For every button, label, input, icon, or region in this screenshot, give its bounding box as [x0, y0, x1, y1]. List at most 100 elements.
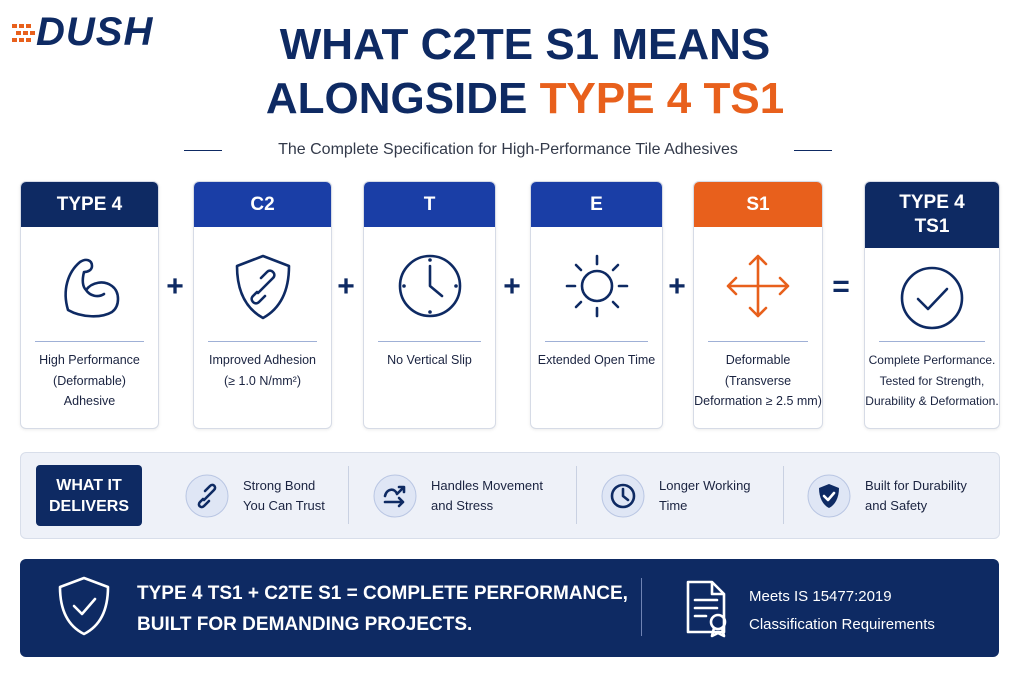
benefit-line: Longer Working: [659, 478, 751, 493]
benefit-icon-graphic: [373, 474, 417, 518]
card-icon-graphic: [63, 258, 119, 318]
card-description: Complete Performance. Tested for Strength…: [865, 350, 999, 412]
description-line: (Deformable): [53, 373, 126, 388]
card-header: TYPE 4: [21, 182, 158, 227]
card-description: Improved Adhesion (≥ 1.0 N/mm²): [194, 350, 331, 391]
footer-standard: Meets IS 15477:2019 Classification Requir…: [749, 583, 935, 639]
card-header: S1: [694, 182, 822, 227]
benefit-line: and Safety: [865, 498, 928, 513]
description-line: Durability & Deformation.: [865, 394, 999, 408]
spec-card: C2 Improved Adhesion (≥ 1.0 N/mm²): [193, 181, 332, 429]
benefit-icon: [807, 474, 851, 523]
benefit-icon: [373, 474, 417, 523]
card-icon: [896, 262, 968, 339]
logo-mark: [12, 24, 35, 42]
delivers-label: WHAT IT DELIVERS: [36, 465, 142, 526]
benefit-icon: [185, 474, 229, 523]
benefit-icon-graphic: [601, 474, 645, 518]
description-line: Adhesive: [63, 394, 116, 408]
card-icon: [561, 250, 633, 327]
card-description: Extended Open Time: [531, 350, 662, 371]
card-code: E: [590, 193, 603, 215]
description-line: No Vertical Slip: [387, 353, 472, 367]
footer-headline: TYPE 4 TS1 + C2TE S1 = COMPLETE PERFORMA…: [137, 578, 628, 640]
title: WHAT C2TE S1 MEANS ALONGSIDE TYPE 4 TS1: [200, 18, 850, 126]
divider: [641, 578, 642, 636]
description-line: (Transverse: [724, 373, 792, 388]
card-header: T: [364, 182, 495, 227]
benefit-line: You Can Trust: [243, 498, 325, 513]
footer-panel: [20, 559, 999, 657]
benefit-text: Strong Bond You Can Trust: [243, 476, 325, 516]
card-separator: [378, 341, 481, 342]
description-line: Tested for Strength,: [879, 373, 985, 388]
description-line: Improved Adhesion: [208, 353, 316, 367]
title-text: ALONGSIDE: [265, 74, 528, 123]
benefit-line: Time: [659, 498, 688, 513]
title-line: WHAT C2TE S1 MEANS: [279, 20, 771, 69]
operator: =: [832, 270, 850, 303]
benefit-icon-graphic: [807, 474, 851, 518]
footer-icon-graphic: [686, 580, 727, 638]
card-icon: [227, 250, 299, 327]
card-description: Deformable (Transverse Deformation ≥ 2.5 m…: [694, 350, 822, 412]
card-code: TYPE 4: [899, 192, 965, 213]
card-code: T: [423, 193, 436, 215]
standard-line: Classification Requirements: [749, 616, 935, 633]
rule: [184, 150, 222, 151]
headline-line: BUILT FOR DEMANDING PROJECTS.: [137, 614, 473, 635]
card-header: C2: [194, 182, 331, 227]
card-icon-graphic: [565, 254, 628, 318]
footer-icon-graphic: [58, 576, 110, 636]
operator: +: [166, 270, 184, 303]
headline-line: TYPE 4 TS1 + C2TE S1 = COMPLETE PERFORMA…: [137, 583, 628, 604]
spec-card: T No Vertical Slip: [363, 181, 496, 429]
card-icon-graphic: [900, 266, 964, 330]
card-header: E: [531, 182, 662, 227]
title-highlight: TYPE 4 TS1: [539, 74, 785, 123]
description-line: Deformation ≥ 2.5 mm): [694, 394, 822, 408]
card-icon: [54, 250, 126, 327]
card-code: S1: [746, 193, 770, 215]
footer-icon: [56, 574, 112, 643]
subtitle: The Complete Specification for High-Perf…: [278, 141, 738, 158]
description-line: High Performance: [39, 353, 140, 367]
benefit-line: Strong Bond: [243, 478, 316, 493]
card-code: C2: [250, 193, 275, 215]
card-icon-graphic: [398, 254, 461, 318]
card-code: TS1: [914, 216, 950, 237]
benefit-text: Handles Movement and Stress: [431, 476, 543, 516]
standard-line: Meets IS 15477:2019: [749, 588, 892, 605]
benefit-line: Built for Durability: [865, 478, 967, 493]
spec-card: TYPE 4 High Performance (Deformable) Adhesi…: [20, 181, 159, 429]
description-line: (≥ 1.0 N/mm²): [224, 373, 301, 388]
label-line: DELIVERS: [48, 497, 129, 515]
description-line: Extended Open Time: [537, 353, 656, 367]
card-icon: [394, 250, 466, 327]
logo: DUSH: [36, 10, 154, 54]
card-icon: [722, 250, 794, 327]
operator: +: [503, 270, 521, 303]
label-line: WHAT IT: [56, 476, 122, 494]
card-separator: [35, 341, 144, 342]
description-line: Complete Performance.: [868, 353, 996, 367]
divider: [576, 466, 577, 524]
card-icon-graphic: [235, 254, 290, 320]
divider: [783, 466, 784, 524]
benefit-icon-graphic: [185, 474, 229, 518]
operator: +: [337, 270, 355, 303]
card-separator: [879, 341, 985, 342]
description-line: Deformable: [725, 353, 791, 367]
spec-card: E Extended Open Time: [530, 181, 663, 429]
benefit-line: and Stress: [431, 498, 494, 513]
card-separator: [708, 341, 808, 342]
card-separator: [545, 341, 648, 342]
spec-card: S1 Deformable (Transverse Deformation ≥ 2.5…: [693, 181, 823, 429]
benefit-line: Handles Movement: [431, 478, 543, 493]
rule: [794, 150, 832, 151]
benefit-text: Longer Working Time: [659, 476, 751, 516]
title-line: ALONGSIDE TYPE 4 TS1: [200, 72, 850, 126]
result-card: TYPE 4 TS1 Complete Performance. Tested for…: [864, 181, 1000, 429]
operator: +: [668, 270, 686, 303]
